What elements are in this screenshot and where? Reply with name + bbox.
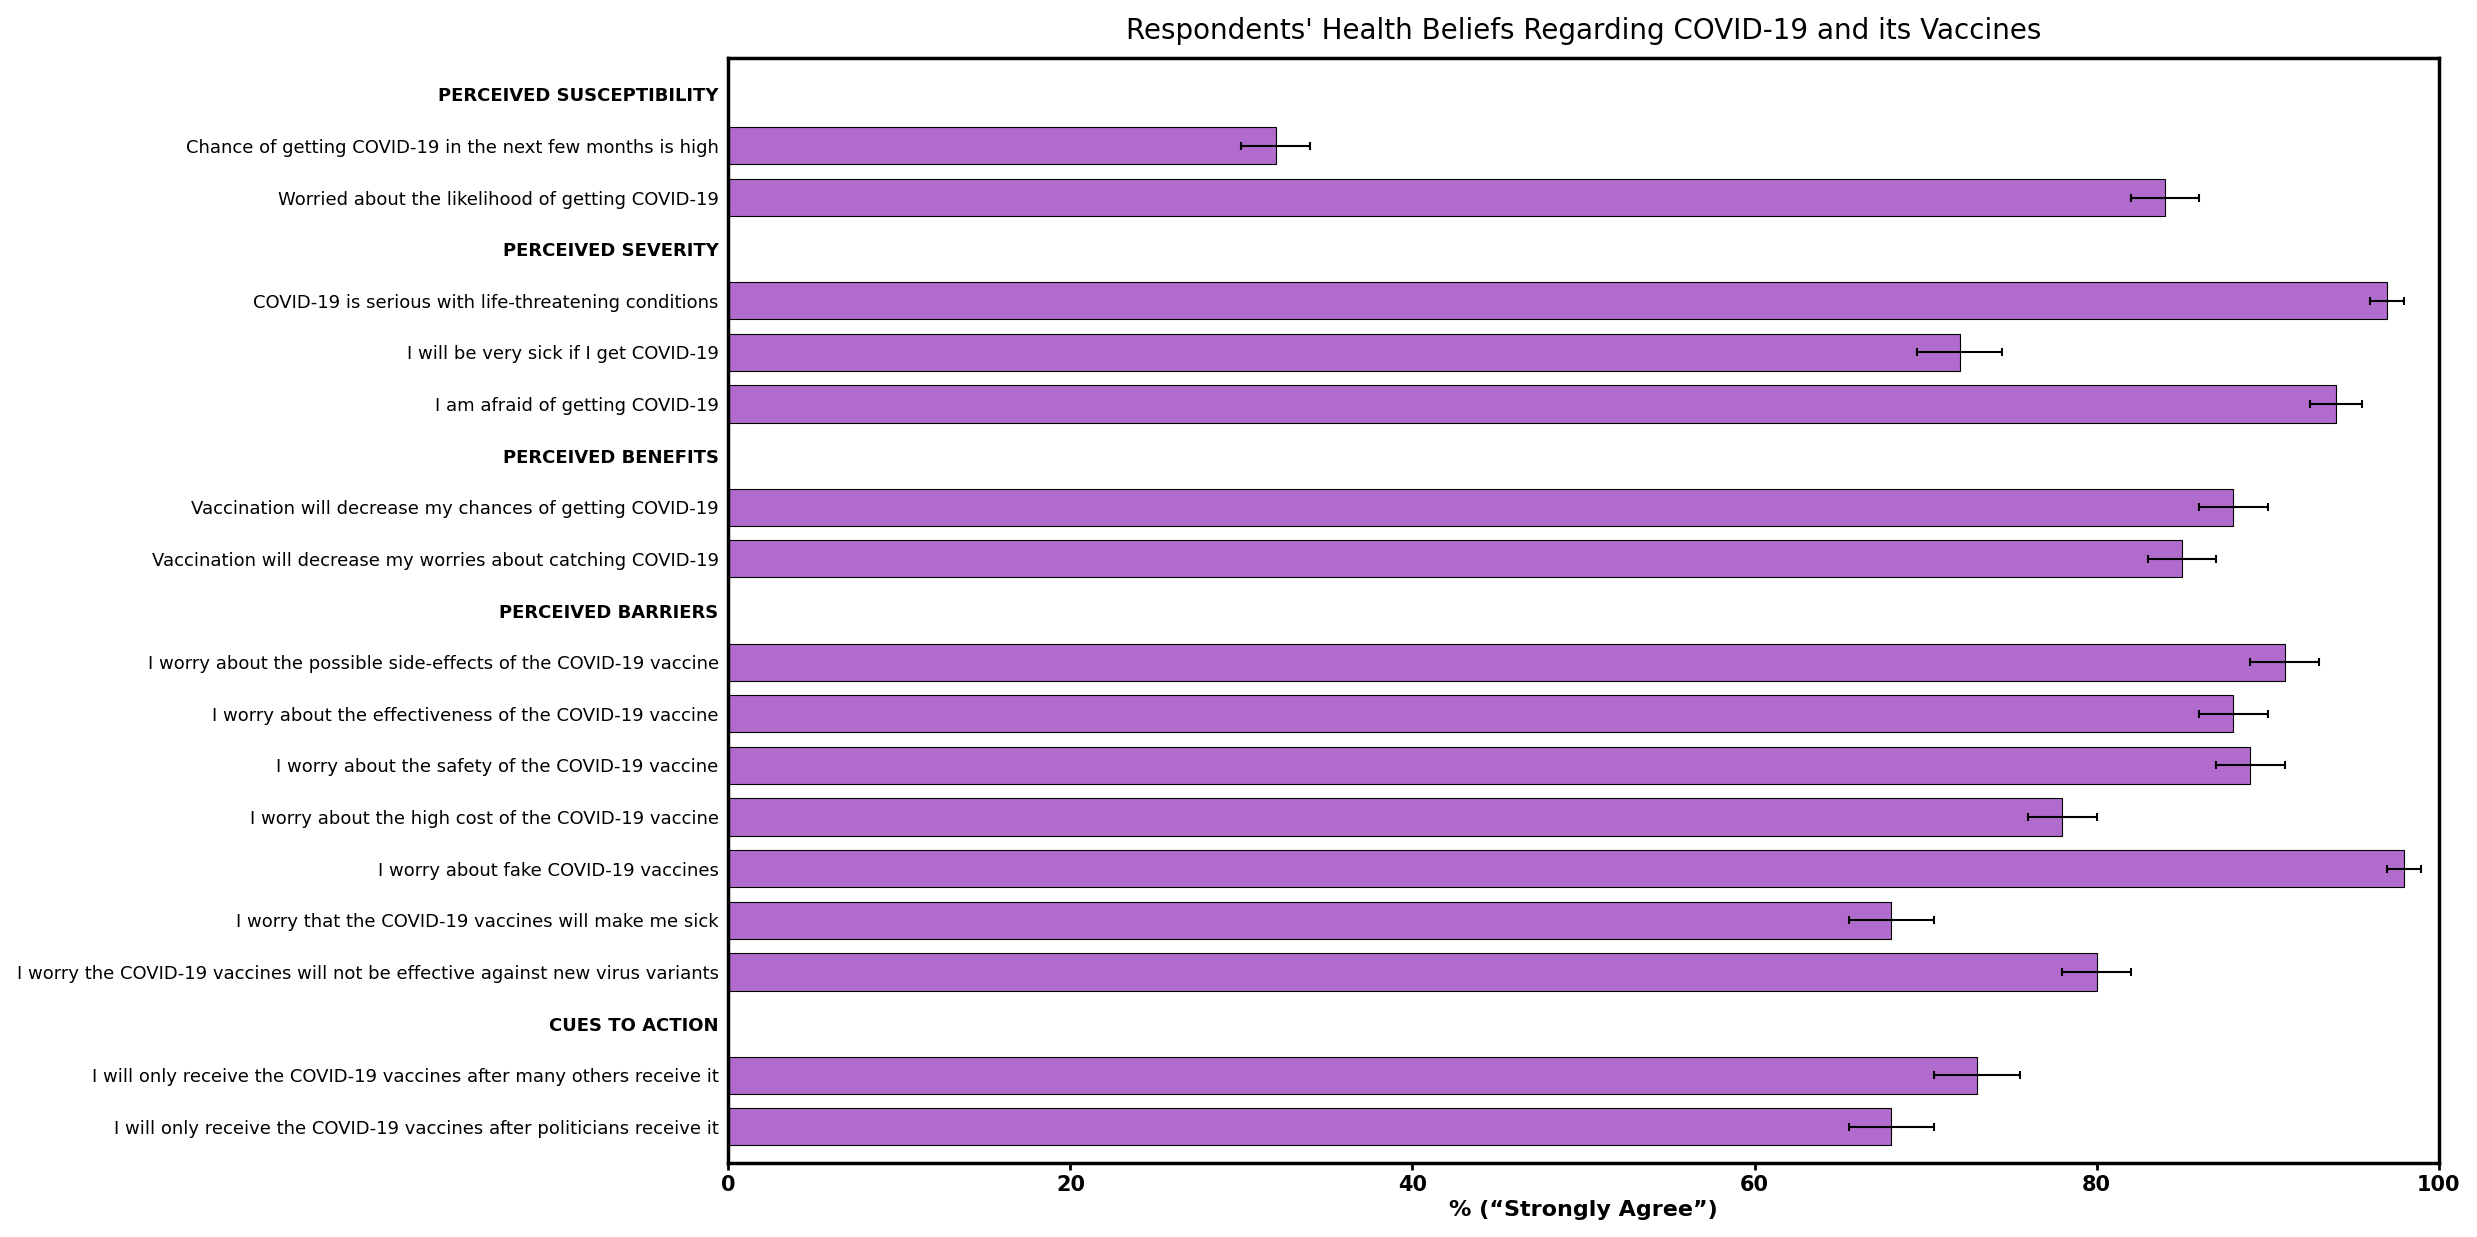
Bar: [728, 902, 1892, 939]
Bar: [728, 695, 2234, 732]
Bar: [728, 334, 1959, 371]
Bar: [728, 282, 2388, 319]
Bar: [728, 541, 2182, 578]
X-axis label: % (“Strongly Agree”): % (“Strongly Agree”): [1449, 1200, 1719, 1221]
Bar: [728, 747, 2252, 784]
Bar: [728, 954, 2096, 991]
Bar: [728, 798, 2063, 836]
Title: Respondents' Health Beliefs Regarding COVID-19 and its Vaccines: Respondents' Health Beliefs Regarding CO…: [1127, 16, 2041, 45]
Bar: [728, 643, 2284, 680]
Bar: [728, 179, 2165, 216]
Bar: [728, 1056, 1977, 1094]
Bar: [728, 489, 2234, 526]
Bar: [728, 386, 2336, 423]
Bar: [728, 850, 2405, 887]
Bar: [728, 127, 1276, 165]
Bar: [728, 1108, 1892, 1145]
